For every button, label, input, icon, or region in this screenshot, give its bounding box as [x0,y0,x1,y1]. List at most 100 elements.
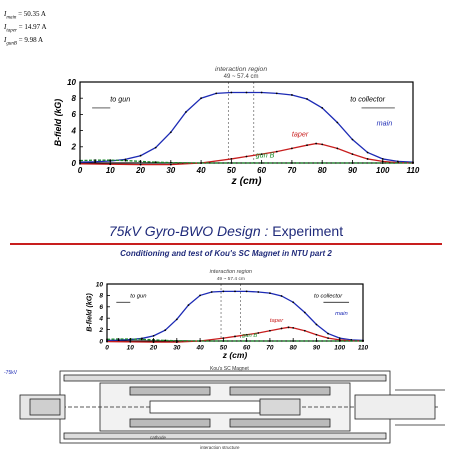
magnet-label: Kou's SC Magnet [210,366,249,372]
x-tick-label: 0 [78,166,83,175]
data-point [321,143,324,146]
data-point [315,340,318,342]
data-point [210,291,213,293]
data-point [275,92,278,95]
title-divider [10,243,442,245]
data-point [94,159,97,162]
data-point [292,326,295,329]
y-tick-label: 8 [72,94,77,103]
data-point [257,332,260,334]
data-point [260,162,263,164]
data-point [336,121,339,124]
data-point [79,161,81,164]
data-point [338,340,341,342]
x-tick-label: 50 [220,345,228,352]
x-tick-label: 50 [227,166,236,175]
x-tick-label: 80 [318,166,327,175]
x-tick-label: 30 [166,166,175,175]
data-point [260,153,263,155]
legend-taper: taper [270,318,284,324]
data-point [222,337,225,340]
annotation-to-gun: to gun [110,94,130,103]
data-point [215,92,218,95]
series-line-gun-B [106,338,363,342]
data-point [306,98,308,100]
data-point [315,333,318,336]
magnet-schematic: -75kV Kou's SC Magnet cathode interactio… [4,366,445,450]
data-point [230,158,233,160]
data-point [79,162,81,165]
data-point [175,339,178,342]
y-tick-label: 10 [67,78,76,87]
annotation-to-gun: to gun [130,294,146,300]
slide-title-tail: Experiment [272,223,344,239]
data-point [129,340,132,343]
data-point [381,160,384,163]
y-tick-label: 0 [99,338,103,345]
data-point [169,163,172,166]
data-point [381,158,384,160]
coil-currents: Imain = 50.35 A Itaper = 14.97 A IgunB =… [4,10,47,49]
annotation-to-collector: to collector [350,94,385,103]
data-point [164,329,167,332]
x-tick-label: 30 [173,345,181,352]
slide-subtitle: Conditioning and test of Kou's SC Magnet… [120,249,332,258]
x-tick-label: 100 [376,166,390,175]
plot-frame [106,283,364,342]
data-point [351,162,354,164]
data-point [106,338,108,341]
data-point [366,151,369,154]
data-point [222,340,225,342]
data-point [169,131,172,134]
data-point [139,160,142,163]
data-point [327,337,329,340]
data-point [169,161,172,164]
data-point [154,146,157,149]
data-point [94,160,97,163]
data-point [412,162,414,164]
data-point [245,290,248,293]
data-point [287,326,290,329]
data-point [230,162,233,164]
data-point [303,311,306,314]
x-tick-label: 60 [243,345,251,352]
legend-gunb: gun B [242,333,257,339]
x-tick-label: 90 [313,345,321,352]
current-gunb: IgunB = 9.98 A [4,35,44,47]
x-axis-label: z (cm) [230,176,262,187]
data-point [79,159,81,162]
data-point [292,340,295,342]
data-point [362,340,364,342]
x-tick-label: 10 [127,345,135,352]
region-range: 49 ~ 57.4 cm [224,74,259,80]
legend-main: main [377,119,393,128]
y-tick-label: 2 [71,143,77,152]
x-tick-label: 40 [195,345,204,352]
data-point [336,147,339,150]
current-main: Imain = 50.35 A [4,10,46,21]
data-point [280,295,283,297]
data-point [200,162,202,164]
data-point [109,163,112,166]
data-point [106,340,108,343]
legend-main: main [335,311,348,317]
x-tick-label: 90 [348,166,357,175]
data-point [117,338,120,340]
data-point [185,111,187,113]
data-point [291,147,293,150]
data-point [200,97,202,100]
region-range: 49 ~ 57.4 cm [217,276,245,282]
data-point [321,107,324,109]
data-point [315,142,318,145]
data-point [152,341,155,344]
data-point [303,329,306,332]
x-tick-label: 70 [287,166,296,175]
y-tick-label: 4 [71,126,77,135]
y-tick-label: 4 [98,315,103,322]
data-point [351,138,354,141]
data-point [366,158,369,160]
data-point [222,290,225,293]
y-axis-label: B-field (kG) [85,293,93,332]
x-tick-label: 20 [135,166,145,175]
data-point [199,294,201,297]
